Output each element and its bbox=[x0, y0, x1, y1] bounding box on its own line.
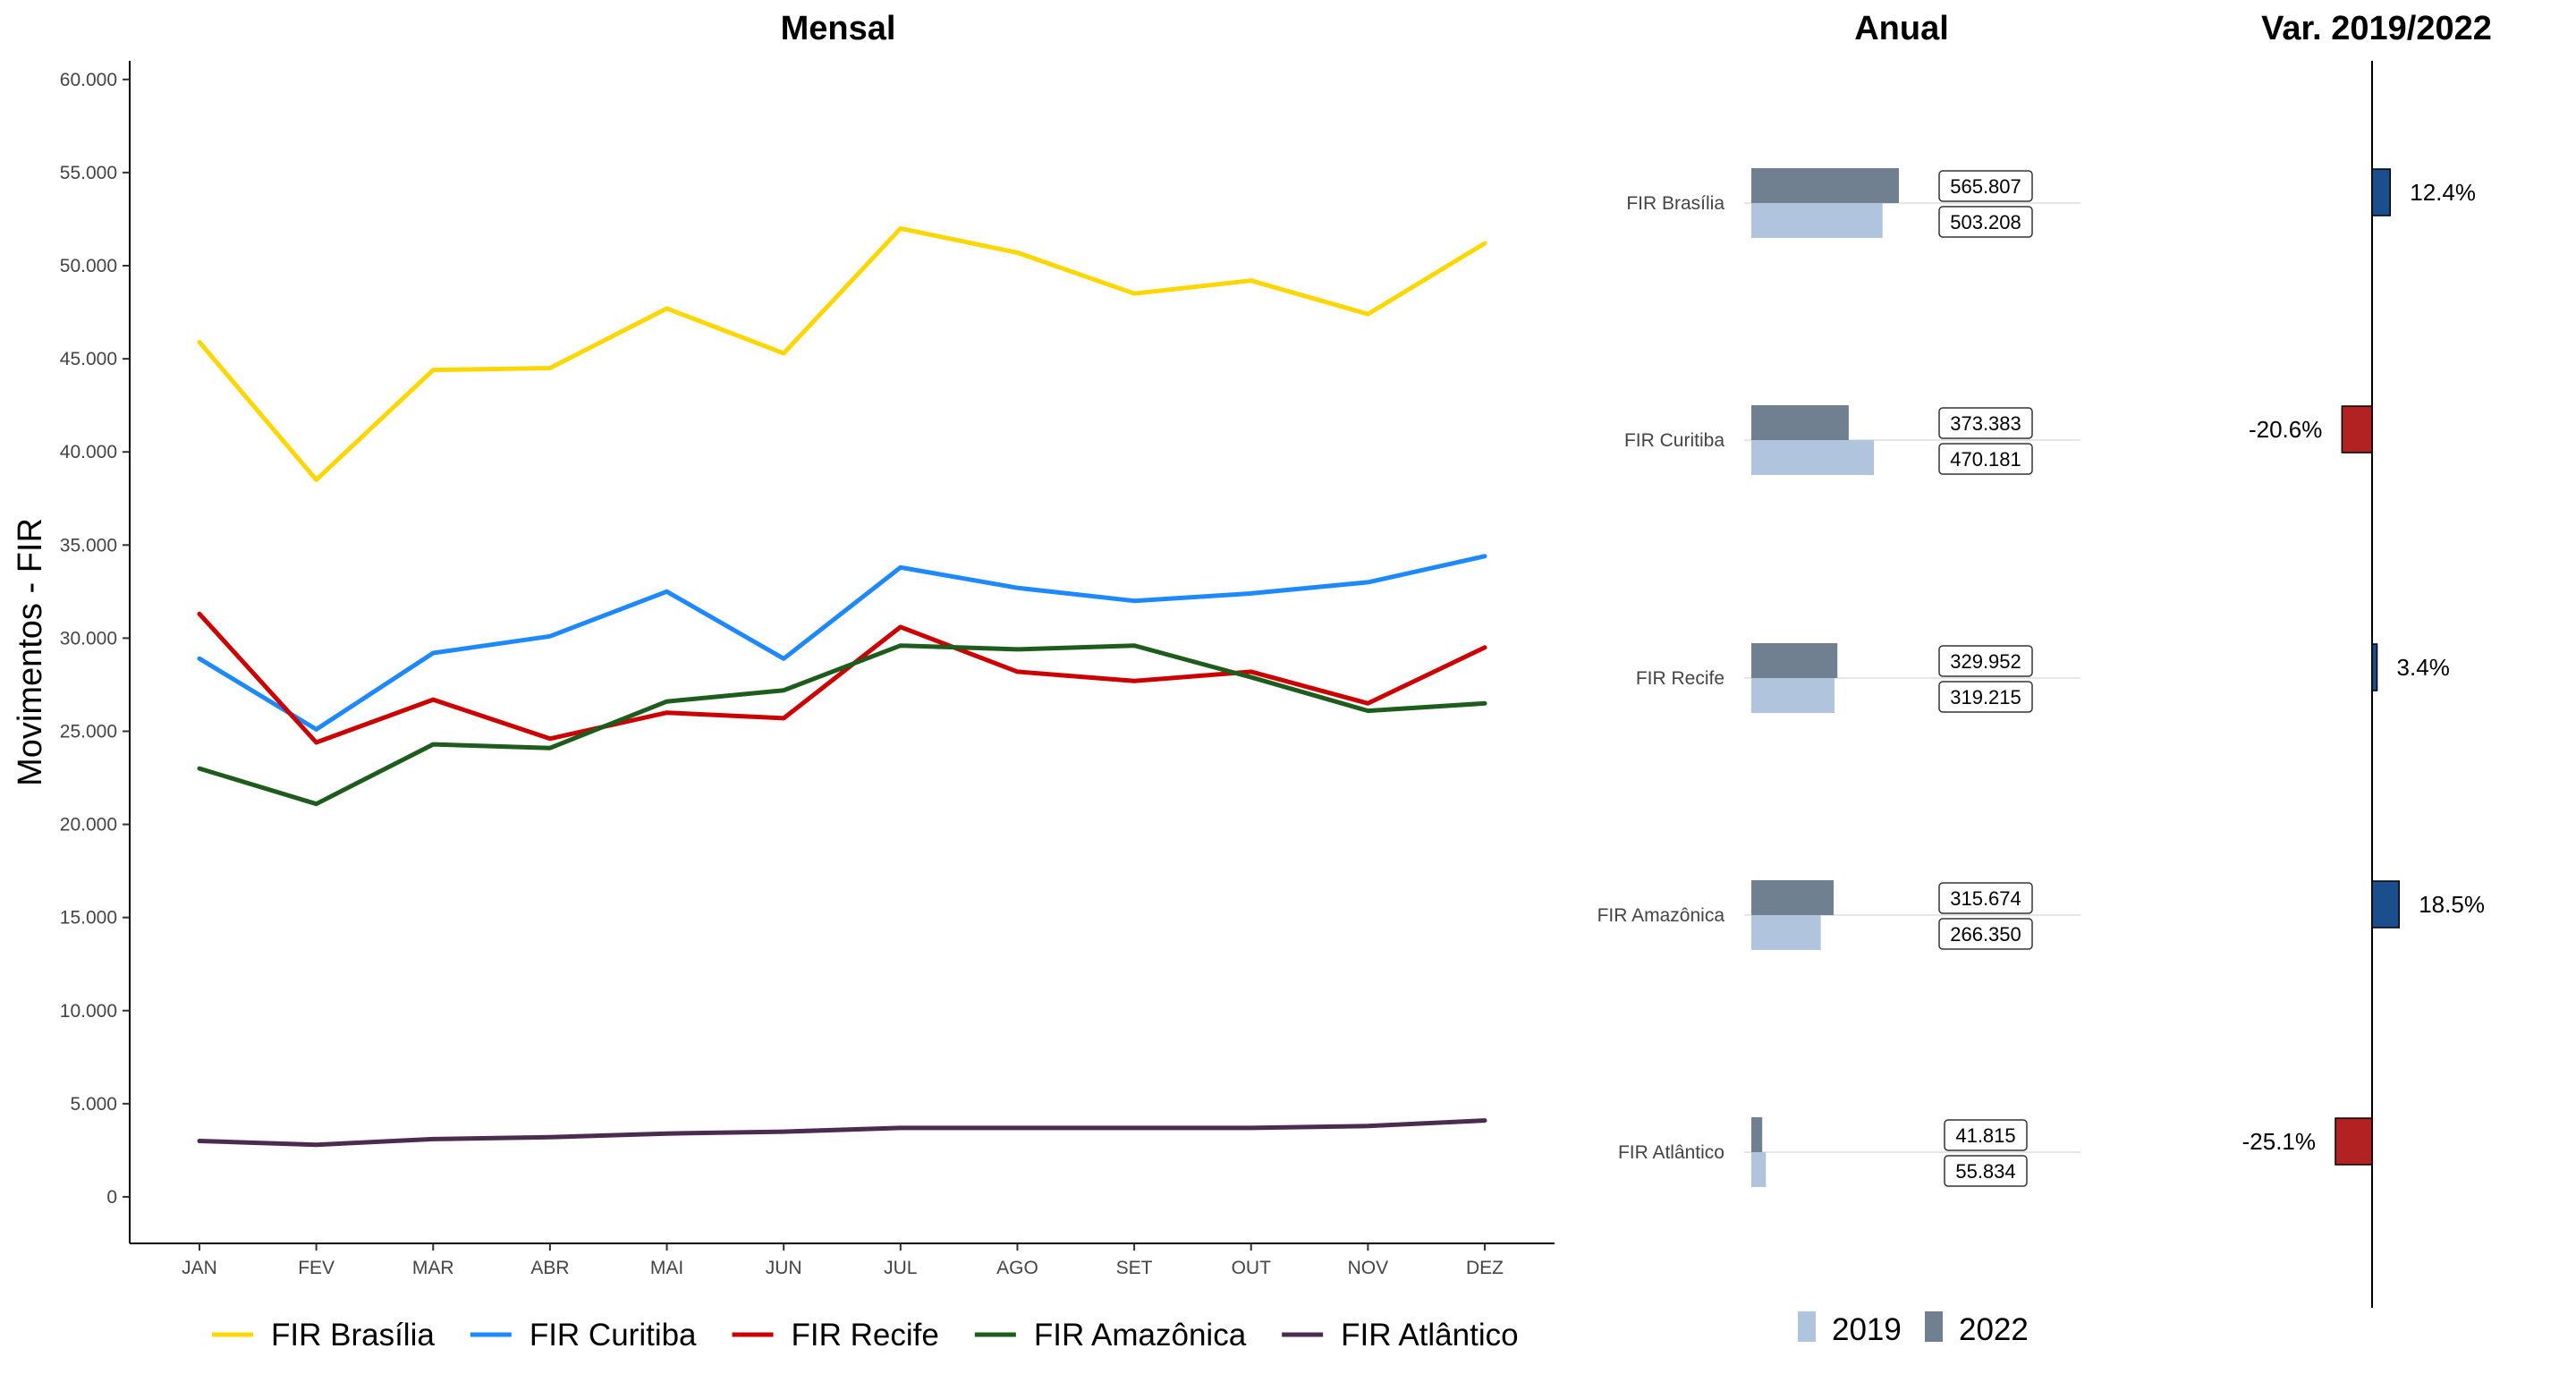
var-value-label: 12.4% bbox=[2410, 179, 2476, 206]
anual-category-label: FIR Brasília bbox=[1626, 193, 1724, 214]
value-label: 41.815 bbox=[1955, 1124, 2015, 1147]
bar-2022-fir-brasilia bbox=[1751, 168, 1899, 203]
anual-category-label: FIR Curitiba bbox=[1624, 430, 1724, 451]
x-tick-label: DEZ bbox=[1466, 1258, 1504, 1278]
legend-label-fir-amazonica: FIR Amazônica bbox=[1034, 1318, 1247, 1353]
var-value-label: -25.1% bbox=[2242, 1128, 2316, 1155]
anual-category-label: FIR Recife bbox=[1636, 668, 1724, 689]
legend-label-fir-atlantico: FIR Atlântico bbox=[1341, 1318, 1518, 1353]
value-label-box bbox=[1938, 918, 2033, 950]
x-tick-label: FEV bbox=[298, 1258, 335, 1278]
bar-2019-fir-atlantico bbox=[1751, 1152, 1767, 1187]
bar-2019-fir-curitiba bbox=[1751, 440, 1875, 475]
var-value-label: -20.6% bbox=[2249, 416, 2322, 443]
y-tick-label: 0 bbox=[106, 1187, 117, 1208]
y-tick-label: 50.000 bbox=[60, 256, 117, 276]
x-tick-label: OUT bbox=[1232, 1258, 1272, 1278]
title-mensal: Mensal bbox=[781, 10, 896, 47]
legend-label-fir-curitiba: FIR Curitiba bbox=[530, 1318, 697, 1353]
legend-label-fir-brasilia: FIR Brasília bbox=[271, 1318, 435, 1353]
value-label: 503.208 bbox=[1950, 211, 2021, 233]
value-label-box bbox=[1938, 645, 2033, 677]
title-anual: Anual bbox=[1854, 10, 1949, 47]
series-line-fir-brasilia bbox=[197, 225, 1487, 482]
value-label-box bbox=[1938, 170, 2033, 202]
y-tick-label: 20.000 bbox=[60, 815, 117, 835]
value-label: 315.674 bbox=[1950, 887, 2021, 910]
line-chart-mensal: 0 5.000 10.000 15.000 20.000 25.000 30.000 35.0… bbox=[12, 61, 1555, 1353]
value-label: 266.350 bbox=[1950, 923, 2021, 946]
x-tick-label: SET bbox=[1116, 1258, 1153, 1278]
bar-2022-fir-recife bbox=[1751, 643, 1838, 678]
anual-category-label: FIR Amazônica bbox=[1597, 905, 1725, 926]
y-tick-label: 60.000 bbox=[60, 70, 117, 90]
bar-chart-variacao: 12.4% -20.6% 3.4% 18.5% -25.1% bbox=[2242, 61, 2485, 1308]
value-label: 55.834 bbox=[1955, 1160, 2015, 1183]
y-tick-label: 55.000 bbox=[60, 163, 117, 183]
title-variacao: Var. 2019/2022 bbox=[2261, 10, 2492, 47]
value-label: 565.807 bbox=[1950, 175, 2021, 198]
value-label-box bbox=[1944, 1119, 2028, 1151]
x-tick-label: ABR bbox=[530, 1258, 569, 1278]
var-bar-fir-recife bbox=[2371, 643, 2378, 691]
series-line-fir-amazonica bbox=[197, 643, 1487, 807]
bar-2019-fir-recife bbox=[1751, 678, 1835, 713]
bar-2022-fir-atlantico bbox=[1751, 1117, 1763, 1152]
bar-2022-fir-curitiba bbox=[1751, 405, 1849, 440]
y-tick-label: 15.000 bbox=[60, 908, 117, 929]
var-value-label: 18.5% bbox=[2419, 891, 2485, 918]
value-label-box bbox=[1938, 443, 2033, 475]
series-line-fir-curitiba bbox=[197, 554, 1487, 732]
bar-chart-anual: FIR Brasília 565.807 503.208 FIR Curitiba 37… bbox=[1597, 168, 2080, 1347]
value-label-box bbox=[1938, 882, 2033, 914]
y-tick-label: 25.000 bbox=[60, 721, 117, 742]
y-tick-label: 35.000 bbox=[60, 535, 117, 556]
bar-2022-fir-amazonica bbox=[1751, 880, 1835, 915]
y-tick-label: 10.000 bbox=[60, 1001, 117, 1022]
y-axis-label: Movimentos - FIR bbox=[12, 518, 49, 786]
y-tick-label: 30.000 bbox=[60, 628, 117, 649]
y-tick-label: 40.000 bbox=[60, 442, 117, 462]
series-line-fir-recife bbox=[197, 611, 1487, 745]
x-tick-label: JAN bbox=[182, 1258, 217, 1278]
legend-label-2019: 2019 bbox=[1832, 1312, 1902, 1347]
value-label: 373.383 bbox=[1950, 412, 2021, 435]
value-label: 329.952 bbox=[1950, 650, 2021, 673]
value-label: 319.215 bbox=[1950, 686, 2021, 708]
legend-key-2022 bbox=[1925, 1311, 1943, 1342]
var-bar-fir-curitiba bbox=[2341, 405, 2373, 454]
legend-label-fir-recife: FIR Recife bbox=[792, 1318, 939, 1353]
legend-key-2019 bbox=[1798, 1311, 1816, 1342]
var-bar-fir-brasilia bbox=[2371, 168, 2392, 216]
bar-2019-fir-amazonica bbox=[1751, 915, 1821, 950]
x-tick-label: JUN bbox=[766, 1258, 802, 1278]
y-tick-label: 5.000 bbox=[70, 1094, 117, 1115]
var-bar-fir-atlantico bbox=[2334, 1117, 2373, 1166]
x-tick-label: AGO bbox=[996, 1258, 1038, 1278]
x-tick-label: MAR bbox=[412, 1258, 454, 1278]
value-label-box bbox=[1938, 681, 2033, 713]
value-label-box bbox=[1938, 407, 2033, 439]
x-tick-label: JUL bbox=[884, 1258, 917, 1278]
x-tick-label: NOV bbox=[1348, 1258, 1389, 1278]
series-line-fir-atlantico bbox=[197, 1118, 1487, 1148]
x-tick-label: MAI bbox=[650, 1258, 683, 1278]
var-bar-fir-amazonica bbox=[2371, 880, 2400, 929]
anual-category-label: FIR Atlântico bbox=[1618, 1142, 1724, 1163]
legend-label-2022: 2022 bbox=[1959, 1312, 2029, 1347]
value-label-box bbox=[1944, 1155, 2028, 1187]
value-label: 470.181 bbox=[1950, 448, 2021, 471]
value-label-box bbox=[1938, 206, 2033, 238]
var-value-label: 3.4% bbox=[2397, 654, 2450, 681]
y-tick-label: 45.000 bbox=[60, 349, 117, 369]
bar-2019-fir-brasilia bbox=[1751, 203, 1883, 238]
